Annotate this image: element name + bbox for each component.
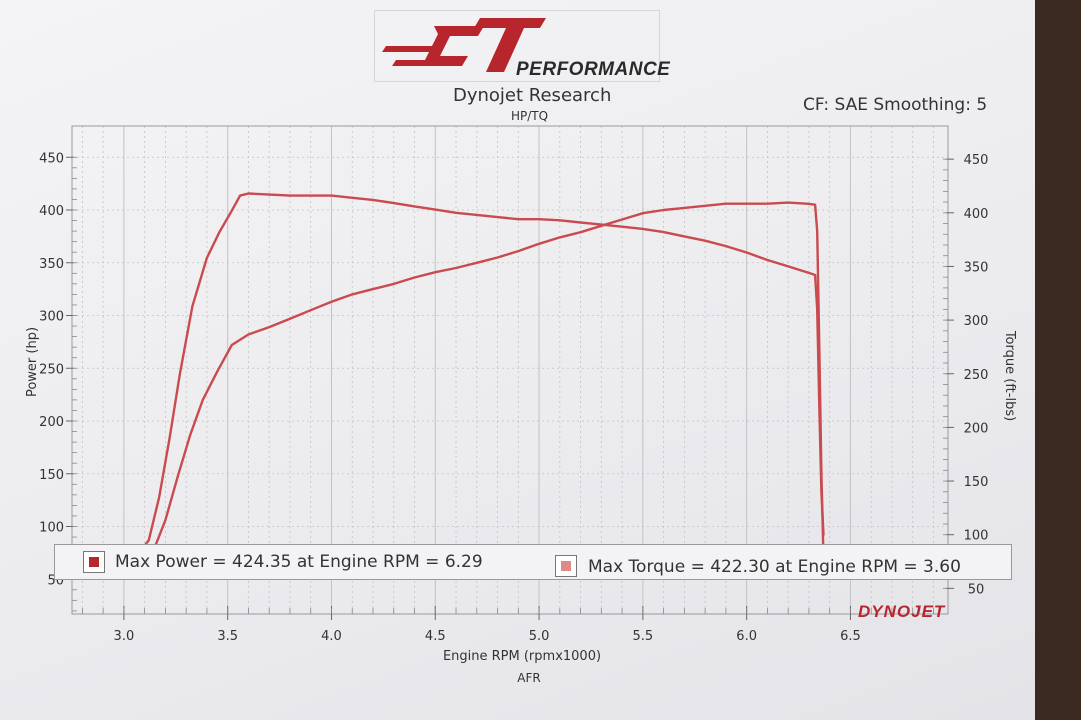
x-tick-label: 4.0: [321, 629, 342, 644]
series-line-torque: [137, 192, 825, 556]
axis-labels: 5010015020025030035040045050100150200250…: [25, 151, 1017, 685]
x-tick-label: 5.5: [633, 629, 654, 644]
y-right-tick-label: 250: [964, 368, 989, 383]
x-axis-label: Engine RPM (rpmx1000): [443, 649, 601, 664]
x-tick-label: 3.0: [114, 629, 135, 644]
logo-performance-text: PERFORMANCE: [516, 59, 671, 80]
chart-subtitle: HP/TQ: [511, 109, 549, 123]
ct-logo-icon: [374, 10, 660, 82]
ct-performance-logo: [374, 10, 660, 82]
plot-border: [71, 125, 949, 615]
series: [137, 192, 825, 565]
y-left-tick-label: 100: [39, 521, 64, 536]
y-left-tick-label: 450: [39, 151, 64, 166]
x-tick-label: 5.0: [529, 629, 550, 644]
y-left-tick-label: 350: [39, 257, 64, 272]
y-right-axis-label: Torque (ft-lbs): [1002, 330, 1017, 421]
y-right-tick-label: 200: [964, 421, 989, 436]
x-tick-label: 6.0: [736, 629, 757, 644]
y-right-tick-label: 100: [964, 529, 989, 544]
y-right-tick-label: 450: [964, 153, 989, 168]
y-left-tick-label: 200: [39, 415, 64, 430]
y-right-tick-label: 150: [964, 475, 989, 490]
y-left-tick-label: 150: [39, 468, 64, 483]
y-right-tick-label: 400: [964, 207, 989, 222]
dyno-sheet: [0, 0, 1035, 720]
x-tick-label: 4.5: [425, 629, 446, 644]
y-right-tick-label: 300: [964, 314, 989, 329]
y-right-tick-label: 50: [968, 582, 985, 597]
x-tick-label: 3.5: [217, 629, 238, 644]
x-tick-label: 6.5: [840, 629, 861, 644]
series-line-power: [139, 201, 825, 565]
chart-title: Dynojet Research: [453, 85, 612, 106]
grid: [72, 126, 948, 614]
correction-factor-info: CF: SAE Smoothing: 5: [803, 95, 988, 115]
legend-power-label: Max Power = 424.35 at Engine RPM = 6.29: [115, 552, 483, 572]
y-right-tick-label: 350: [964, 260, 989, 275]
x-axis-label-afr: AFR: [517, 671, 540, 685]
legend-power-swatch: [83, 551, 105, 573]
y-left-tick-label: 300: [39, 310, 64, 325]
y-left-tick-label: 400: [39, 204, 64, 219]
y-left-axis-label: Power (hp): [25, 327, 40, 397]
legend: Max Power = 424.35 at Engine RPM = 6.29 …: [54, 544, 1012, 580]
y-left-tick-label: 250: [39, 362, 64, 377]
dynojet-logo: DYNOJET: [858, 602, 946, 621]
legend-torque-label: Max Torque = 422.30 at Engine RPM = 3.60: [588, 557, 961, 577]
legend-torque-swatch: [555, 555, 577, 577]
